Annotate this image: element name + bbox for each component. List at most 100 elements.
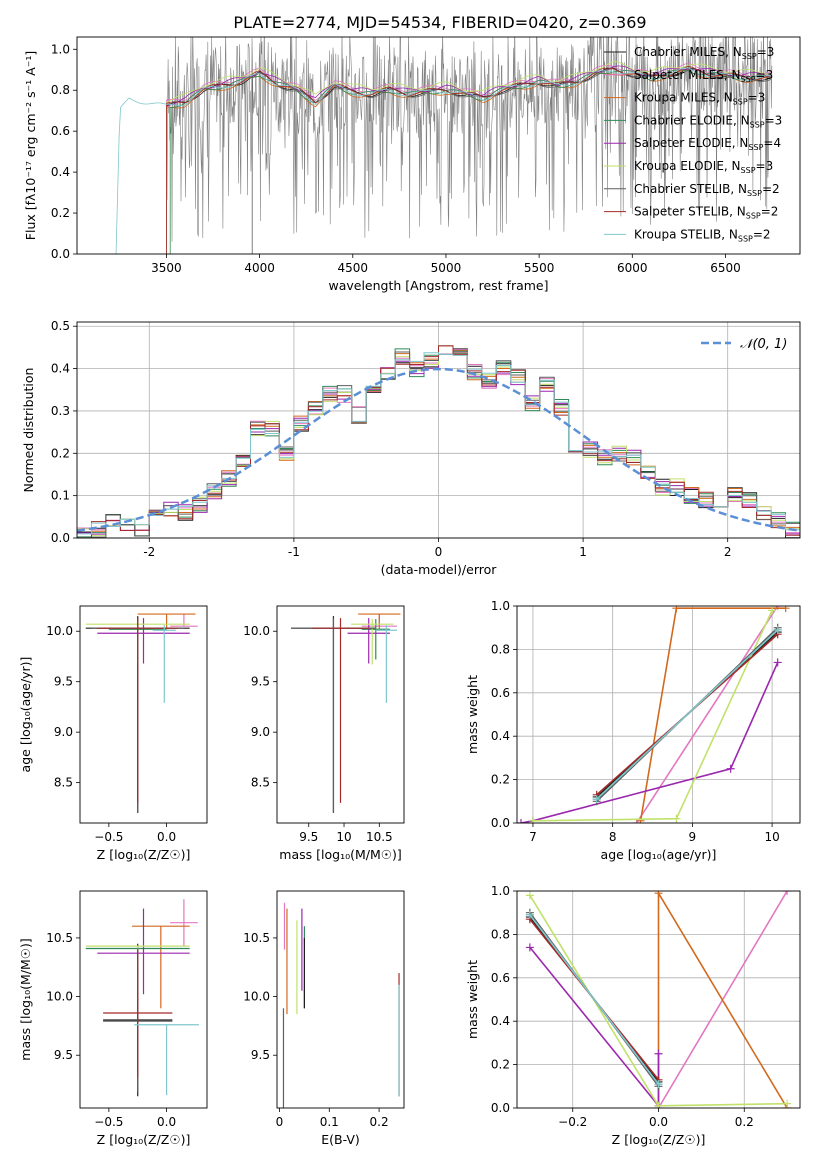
- histogram-frame: [76, 321, 801, 539]
- age-vs-z-points: [85, 613, 198, 813]
- legend-entry: Chabrier STELIB, NSSP=2: [634, 182, 780, 198]
- legend-subscript: SSP: [750, 120, 765, 129]
- legend-entry: Kroupa MILES, NSSP=3: [634, 91, 765, 107]
- weight-marker: [773, 658, 782, 667]
- weight-marker: [773, 625, 782, 634]
- y-tick-label: 0.4: [491, 1014, 510, 1028]
- x-axis-label: Z [log₁₀(Z/Z☉)]: [97, 847, 191, 862]
- histogram-series: [77, 351, 800, 538]
- model-spectrum-line: [166, 65, 772, 254]
- legend-entry: Chabrier ELODIE, NSSP=3: [634, 113, 782, 129]
- x-axis-label: Z [log₁₀(Z/Z☉)]: [612, 1132, 706, 1147]
- x-axis-label: E(B-V): [321, 1132, 360, 1147]
- gaussian-curve: [77, 367, 800, 532]
- data-point: [131, 925, 190, 1009]
- y-axis-label: mass [log₁₀(M/M☉)]: [18, 938, 33, 1060]
- y-tick-label: 0.8: [491, 927, 510, 941]
- y-tick-label: 0.6: [51, 124, 70, 138]
- legend-value: =3: [756, 159, 774, 173]
- x-tick-label: -2: [143, 545, 155, 559]
- legend-subscript: SSP: [747, 189, 762, 198]
- legend-entry: Kroupa STELIB, NSSP=2: [634, 227, 771, 243]
- legend-subscript: SSP: [741, 75, 756, 84]
- y-tick-label: 0.8: [491, 642, 510, 656]
- mass-vs-ebv-points: [282, 902, 400, 1108]
- data-point: [375, 625, 397, 703]
- x-tick-label: −0.5: [94, 1115, 123, 1129]
- weight-marker: [672, 606, 681, 613]
- weight-marker: [726, 764, 735, 773]
- y-tick-label: 0.2: [491, 773, 510, 787]
- age-vs-z-frame: [79, 605, 208, 824]
- x-tick-label: 0.0: [157, 830, 176, 844]
- y-tick-label: 0.4: [491, 729, 510, 743]
- legend-entry: Salpeter MILES, NSSP=3: [634, 68, 773, 84]
- y-axis-label: mass weight: [465, 960, 480, 1039]
- y-tick-label: 10.5: [46, 931, 73, 945]
- x-tick-label: 0.1: [320, 1115, 339, 1129]
- model-spectrum-line: [166, 65, 772, 254]
- model-spectrum-line: [251, 68, 772, 254]
- mass-vs-ebv-axes: 0 0.1 0.2 9.5 10.0 10.5 E(B-V): [243, 931, 388, 1147]
- y-tick-label: 0.6: [491, 686, 510, 700]
- y-tick-label: 0.2: [51, 206, 70, 220]
- y-tick-label: 0.0: [491, 1101, 510, 1115]
- model-spectrum-line: [115, 67, 773, 254]
- y-axis-label: Flux [fλ10⁻¹⁷ erg cm⁻² s⁻¹ A⁻¹]: [23, 51, 38, 240]
- x-tick-label: 9: [689, 830, 697, 844]
- weight-marker: [592, 795, 601, 804]
- data-point: [97, 618, 190, 664]
- weight-marker: [654, 1080, 663, 1089]
- legend-value: =2: [761, 205, 779, 219]
- weight-marker: [781, 606, 790, 613]
- x-tick-label: 2: [724, 545, 732, 559]
- y-axis-label: Normed distribution: [21, 368, 36, 493]
- x-tick-label: 0: [276, 1115, 284, 1129]
- weight-marker: [783, 1099, 792, 1108]
- spectrum-plot-area: [115, 37, 773, 254]
- legend-entry: Kroupa ELODIE, NSSP=3: [634, 159, 773, 175]
- figure-title: PLATE=2774, MJD=54534, FIBERID=0420, z=0…: [233, 13, 646, 32]
- weight-marker: [636, 816, 645, 823]
- y-tick-label: 0.0: [491, 816, 510, 830]
- x-axis-label: (data-model)/error: [381, 562, 498, 577]
- x-tick-label: 5500: [524, 261, 555, 275]
- legend-value: =2: [753, 227, 771, 241]
- y-tick-label: 10.0: [243, 990, 270, 1004]
- age-vs-z-axes: −0.5 0.0 8.5 9.0 9.5 10.0 Z [log₁₀(Z/Z☉)] age […: [18, 624, 190, 862]
- spectrum-legend: Chabrier MILES, NSSP=3 Salpeter MILES, NS…: [604, 45, 782, 243]
- x-tick-label: 10: [336, 830, 351, 844]
- x-axis-label: mass [log₁₀(M/M☉)]: [279, 847, 401, 862]
- observed-spectrum-line: [166, 37, 773, 242]
- x-axis-label: wavelength [Angstrom, rest frame]: [328, 278, 548, 293]
- data-point: [137, 613, 196, 630]
- x-tick-label: 6000: [617, 261, 648, 275]
- legend-entry: Salpeter ELODIE, NSSP=4: [634, 136, 781, 152]
- x-tick-label: 4000: [244, 261, 275, 275]
- y-tick-label: 9.5: [251, 675, 270, 689]
- y-axis-label: mass weight: [465, 675, 480, 754]
- weight-series-line: [520, 662, 779, 823]
- x-tick-label: 0.0: [649, 1115, 668, 1129]
- y-tick-label: 0.5: [51, 319, 70, 333]
- x-tick-label: -1: [288, 545, 300, 559]
- model-spectrum-line: [166, 60, 772, 254]
- x-tick-label: 7: [529, 830, 537, 844]
- y-tick-label: 10.0: [243, 624, 270, 638]
- legend-subscript: SSP: [742, 52, 757, 61]
- weight-marker: [768, 606, 777, 615]
- gaussian-legend-label: 𝒩(0, 1): [740, 337, 787, 352]
- y-tick-label: 0.3: [51, 404, 70, 418]
- x-tick-label: 10.5: [366, 830, 393, 844]
- y-tick-label: 9.0: [251, 725, 270, 739]
- legend-value: =3: [765, 113, 783, 127]
- data-point: [134, 1024, 199, 1096]
- weight-marker: [525, 910, 534, 919]
- y-tick-label: 10.5: [243, 931, 270, 945]
- x-tick-label: 0: [435, 545, 443, 559]
- y-tick-label: 0.1: [51, 489, 70, 503]
- x-tick-label: 1: [579, 545, 587, 559]
- legend-subscript: SSP: [733, 98, 748, 107]
- age-vs-mass-axes: 9.5 10 10.5 8.5 9.0 9.5 10.0 mass [log₁₀(M/M☉)]: [243, 624, 401, 862]
